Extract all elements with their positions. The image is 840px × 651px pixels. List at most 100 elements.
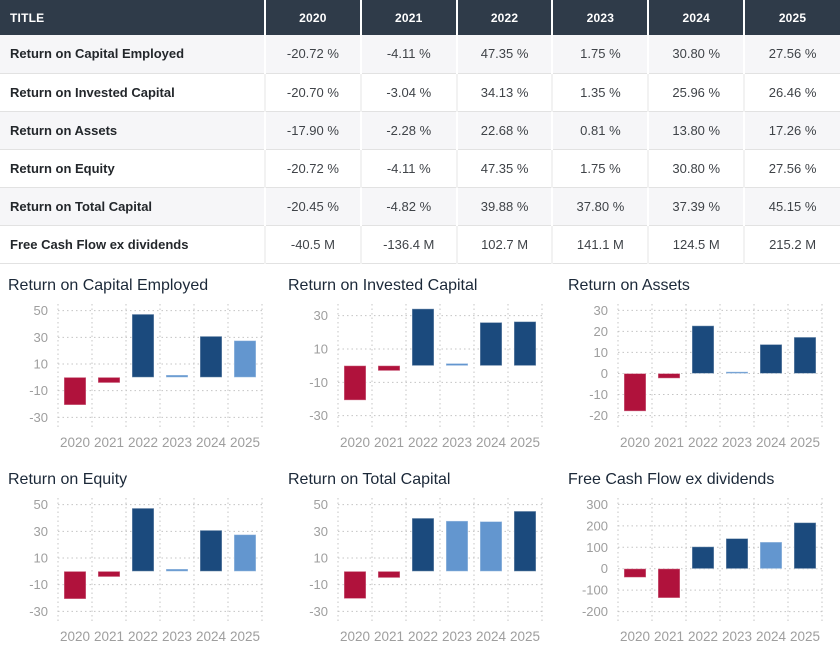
- x-axis-tick-label: 2023: [722, 435, 752, 450]
- x-axis-tick-label: 2020: [60, 435, 90, 450]
- bar-2023: [725, 370, 749, 374]
- title-column-header: TITLE: [0, 0, 265, 35]
- table-row: Return on Capital Employed -20.72 % -4.11 …: [0, 35, 840, 73]
- y-axis-tick-label: -30: [29, 603, 48, 618]
- bar-2020: [343, 364, 367, 401]
- y-axis-tick-label: -30: [29, 409, 48, 424]
- metric-value: -20.72 %: [264, 35, 361, 73]
- year-column-header: 2024: [647, 0, 745, 35]
- metric-label: Return on Assets: [10, 122, 118, 138]
- y-axis-tick-label: 50: [34, 497, 48, 512]
- x-axis-tick-label: 2022: [408, 629, 438, 644]
- metric-value: 1.75 %: [551, 35, 649, 73]
- bar-chart-canvas: 300 200 100 0 -100 -200 2020 2021 2022 2023 2024 20…: [582, 496, 823, 644]
- bar-chart-canvas: 30 20 10 0 -10 -20 2020 2021 2022 2023 2024 2025: [589, 302, 823, 450]
- bar-2023: [445, 519, 469, 572]
- y-axis-tick-label: 50: [314, 497, 328, 512]
- metric-value: -20.45 %: [264, 187, 361, 225]
- x-axis-tick-label: 2025: [510, 629, 540, 644]
- metric-value: -3.04 %: [359, 73, 457, 111]
- metric-value: 37.39 %: [647, 187, 745, 225]
- y-axis-tick-label: -100: [582, 582, 608, 597]
- x-axis-tick-label: 2023: [162, 435, 192, 450]
- y-axis-tick-label: 10: [594, 344, 608, 359]
- bar-2020: [63, 376, 87, 405]
- bar-2025: [513, 320, 537, 366]
- x-axis-tick-label: 2022: [688, 629, 718, 644]
- metric-value: -20.70 %: [264, 73, 361, 111]
- y-axis-tick-label: 50: [34, 303, 48, 318]
- chart-title: Free Cash Flow ex dividends: [568, 470, 775, 488]
- x-axis-tick-label: 2021: [374, 435, 404, 450]
- table-row: Return on Equity -20.72 % -4.11 % 47.35 % 1.…: [0, 149, 840, 187]
- x-axis-tick-label: 2023: [442, 435, 472, 450]
- bar-2021: [97, 376, 121, 383]
- metric-value: 25.96 %: [647, 73, 745, 111]
- y-axis-tick-label: 30: [34, 523, 48, 538]
- metric-label: Return on Invested Capital: [10, 84, 175, 100]
- bar-2024: [479, 321, 503, 366]
- y-axis-tick-label: 20: [594, 323, 608, 338]
- x-axis-tick-label: 2024: [756, 435, 787, 450]
- bar-2025: [513, 510, 537, 572]
- x-axis-tick-label: 2021: [654, 435, 684, 450]
- year-column-header: 2023: [551, 0, 649, 35]
- metric-value: 1.35 %: [551, 73, 649, 111]
- bar-2021: [657, 567, 681, 598]
- table-row: Return on Total Capital -20.45 % -4.82 % 39…: [0, 187, 840, 225]
- metric-value: -4.11 %: [359, 149, 457, 187]
- bar-2024: [479, 520, 503, 572]
- x-axis-tick-label: 2025: [790, 435, 820, 450]
- table-header: TITLE 2020 2021 2022 2023 2024 2025: [0, 0, 840, 35]
- chart-title: Return on Assets: [568, 276, 690, 294]
- bar-2025: [233, 339, 257, 378]
- bar-2022: [131, 313, 155, 378]
- y-axis-tick-label: -20: [589, 408, 608, 423]
- metric-value: 37.80 %: [551, 187, 649, 225]
- metric-value: 0.81 %: [551, 111, 649, 149]
- charts-grid: Return on Capital Employed 50 30 10 -10 -30 2…: [0, 264, 840, 651]
- y-axis-tick-label: 10: [314, 341, 328, 356]
- bar-2021: [657, 372, 681, 379]
- bar-2020: [343, 570, 367, 599]
- y-axis-tick-label: -10: [29, 383, 48, 398]
- year-column-header: 2020: [264, 0, 361, 35]
- metric-value: 102.7 M: [455, 225, 553, 263]
- table-body: Return on Capital Employed -20.72 % -4.11 …: [0, 35, 840, 263]
- chart-free-cash-flow-ex-dividends: Free Cash Flow ex dividends 300 200 100 0 -1…: [560, 458, 840, 651]
- financial-metrics-table: TITLE 2020 2021 2022 2023 2024 2025 Return on…: [0, 0, 840, 264]
- y-axis-tick-label: 10: [34, 356, 48, 371]
- x-axis-tick-label: 2024: [476, 629, 507, 644]
- metric-value: 124.5 M: [647, 225, 745, 263]
- y-axis-tick-label: 300: [586, 496, 608, 511]
- metric-label: Return on Equity: [10, 160, 115, 176]
- bar-2024: [199, 529, 223, 572]
- metric-label: Free Cash Flow ex dividends: [10, 236, 189, 252]
- y-axis-tick-label: 30: [594, 302, 608, 317]
- x-axis-tick-label: 2022: [128, 629, 158, 644]
- metric-label: Return on Capital Employed: [10, 46, 185, 62]
- metric-value: 17.26 %: [743, 111, 840, 149]
- y-axis-tick-label: 30: [314, 308, 328, 323]
- metric-value: 45.15 %: [743, 187, 840, 225]
- y-axis-tick-label: 10: [34, 550, 48, 565]
- x-axis-tick-label: 2020: [340, 435, 370, 450]
- x-axis-tick-label: 2020: [620, 435, 650, 450]
- x-axis-tick-label: 2025: [230, 435, 260, 450]
- x-axis-tick-label: 2024: [196, 435, 227, 450]
- y-axis-tick-label: -30: [309, 408, 328, 423]
- metric-value: 27.56 %: [743, 35, 840, 73]
- bar-2022: [131, 507, 155, 572]
- y-axis-tick-label: 200: [586, 518, 608, 533]
- metric-value: 26.46 %: [743, 73, 840, 111]
- chart-title: Return on Equity: [8, 470, 128, 488]
- bar-chart-canvas: 50 30 10 -10 -30 2020 2021 2022 2023 2024 2025: [29, 303, 263, 450]
- bar-2022: [691, 324, 715, 374]
- y-axis-tick-label: -200: [582, 604, 608, 619]
- chart-return-on-total-capital: Return on Total Capital 50 30 10 -10 -30 2020…: [280, 458, 560, 651]
- chart-title: Return on Capital Employed: [8, 276, 209, 294]
- x-axis-tick-label: 2022: [688, 435, 718, 450]
- x-axis-tick-label: 2024: [476, 435, 507, 450]
- y-axis-tick-label: -10: [309, 577, 328, 592]
